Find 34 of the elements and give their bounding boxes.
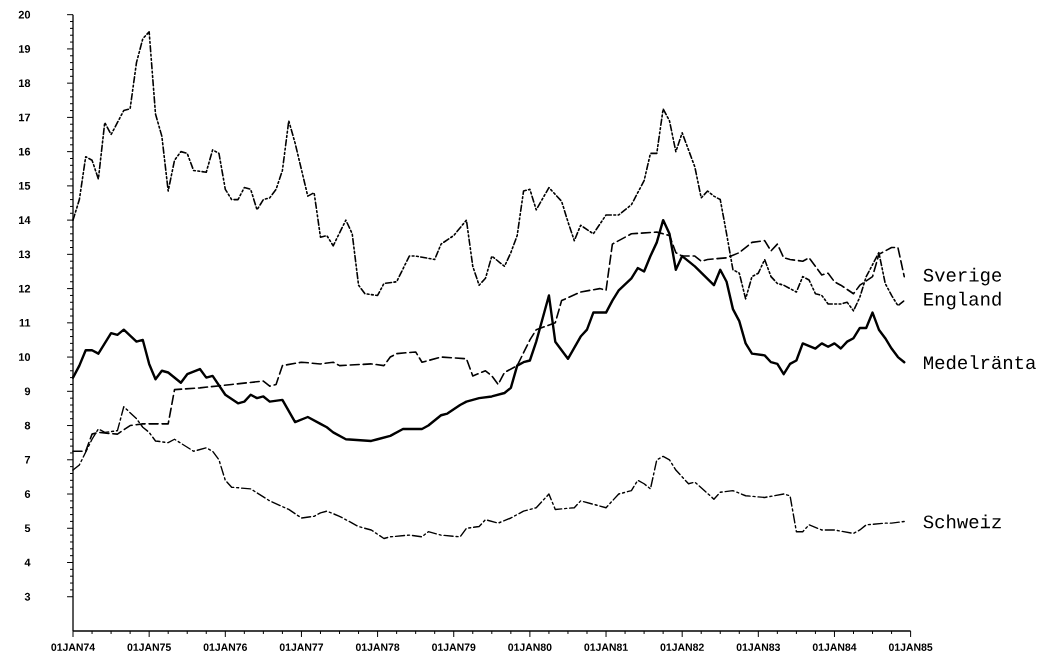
x-tick-label: 01JAN83: [736, 643, 781, 651]
y-tick-label: 8: [24, 421, 31, 430]
x-tick-label: 01JAN75: [127, 643, 171, 651]
y-tick-label: 18: [19, 79, 31, 88]
y-tick-label: 10: [19, 353, 31, 361]
x-tick-label: 01JAN79: [432, 643, 476, 651]
x-tick-label: 01JAN84: [812, 643, 857, 651]
y-tick-label: 12: [19, 284, 31, 293]
x-tick-label: 01JAN85: [888, 643, 933, 651]
x-tick-label: 01JAN80: [508, 643, 552, 651]
y-tick-label: 15: [19, 182, 31, 190]
y-tick-label: 3: [24, 592, 31, 601]
y-tick-label: 16: [19, 147, 31, 156]
series-label: Sverige: [923, 267, 1002, 286]
x-tick-label: 01JAN78: [355, 643, 400, 651]
y-tick-label: 14: [19, 216, 31, 224]
y-tick-label: 20: [18, 10, 31, 19]
y-tick-label: 13: [19, 250, 31, 259]
x-tick-label: 01JAN76: [203, 643, 248, 651]
series-label: Medelränta: [924, 355, 1036, 370]
y-tick-label: 5: [24, 524, 31, 533]
x-tick-label: 01JAN74: [51, 643, 96, 651]
series-label: Schweiz: [923, 514, 1001, 529]
x-tick-label: 01JAN77: [279, 643, 324, 651]
y-tick-label: 19: [19, 45, 31, 53]
x-tick-label: 01JAN81: [584, 643, 628, 651]
y-tick-label: 9: [24, 387, 31, 396]
x-tick-label: 01JAN82: [660, 643, 704, 651]
series-label: England: [924, 291, 1001, 310]
y-tick-label: 7: [24, 456, 31, 464]
y-tick-label: 17: [19, 113, 31, 122]
y-tick-label: 11: [19, 319, 31, 327]
y-tick-label: 4: [24, 558, 31, 567]
y-tick-label: 6: [24, 490, 31, 498]
